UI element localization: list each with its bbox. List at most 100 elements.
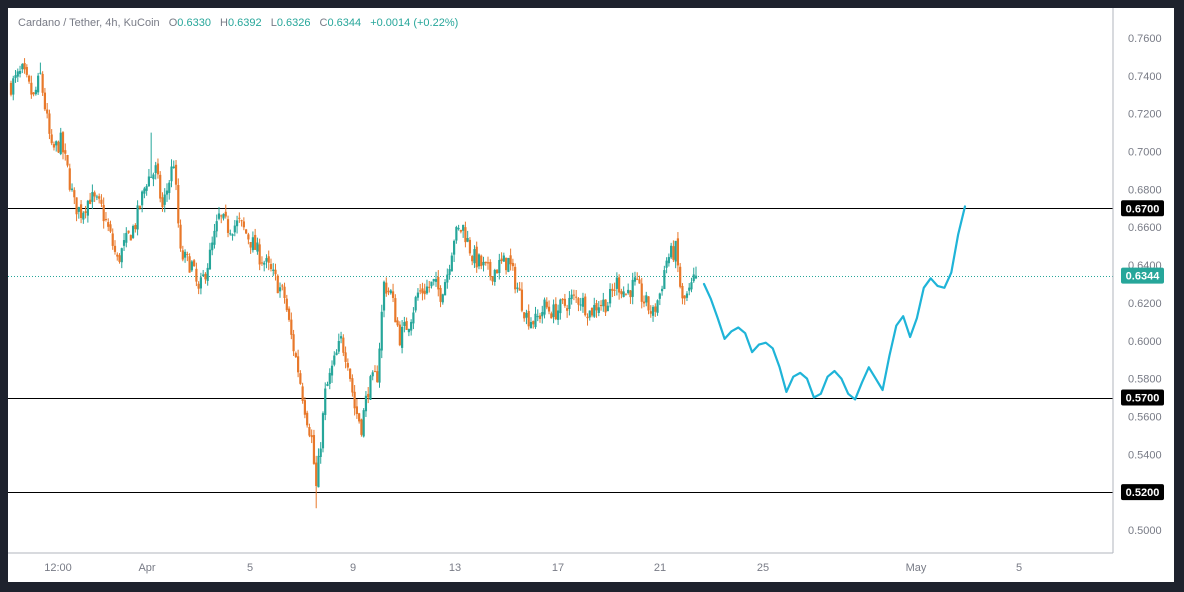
- candle: [183, 249, 187, 263]
- candle: [688, 283, 691, 296]
- candle: [211, 236, 214, 256]
- candle-body: [297, 356, 300, 373]
- candle-body: [52, 144, 56, 148]
- candle: [376, 365, 379, 383]
- candle-body: [70, 188, 74, 190]
- candle: [152, 172, 155, 187]
- candle: [254, 228, 257, 250]
- candle-body: [163, 194, 166, 205]
- candle-body: [394, 298, 397, 323]
- candle-body: [572, 294, 576, 296]
- candle: [321, 411, 325, 453]
- candle: [559, 298, 562, 320]
- candle-body: [660, 288, 664, 292]
- candle-body: [423, 290, 426, 295]
- price-chart[interactable]: 0.76000.74000.72000.70000.68000.66000.64…: [8, 8, 1174, 582]
- candle: [423, 283, 426, 300]
- candle: [514, 263, 517, 294]
- candle: [425, 279, 429, 295]
- candle-body: [301, 386, 304, 401]
- candle-body: [197, 283, 200, 289]
- candle-body: [342, 337, 345, 353]
- candle: [611, 283, 614, 298]
- candle: [116, 252, 119, 261]
- candle-body: [362, 410, 365, 437]
- level-badge-0.6700-bg: [1121, 200, 1164, 217]
- candle-body: [111, 233, 114, 246]
- candle: [572, 289, 576, 301]
- candle-body: [100, 199, 103, 204]
- candle: [532, 320, 535, 329]
- candle-body: [107, 222, 110, 227]
- candle: [498, 253, 501, 280]
- candle-body: [448, 269, 451, 275]
- candle: [170, 159, 173, 188]
- candle: [349, 368, 352, 382]
- candle: [441, 293, 444, 305]
- candle: [482, 256, 485, 272]
- candle: [127, 230, 130, 234]
- candle-body: [685, 293, 689, 298]
- y-tick-label: 0.7600: [1128, 33, 1162, 45]
- candle-body: [525, 312, 528, 318]
- candle: [414, 295, 417, 313]
- candle-body: [245, 229, 248, 234]
- candle-body: [333, 355, 336, 365]
- candle-body: [414, 297, 417, 311]
- candle-body: [290, 319, 293, 335]
- candle: [229, 229, 232, 236]
- candle: [378, 342, 381, 388]
- candle: [604, 299, 607, 316]
- candle-body: [561, 298, 564, 301]
- candle-body: [430, 281, 433, 287]
- candle: [64, 143, 67, 161]
- candle-body: [665, 260, 668, 268]
- candle-body: [471, 256, 474, 262]
- candle: [575, 290, 578, 303]
- candle-body: [190, 261, 193, 271]
- candle-body: [371, 372, 374, 377]
- candle-body: [550, 313, 553, 319]
- candle: [145, 184, 148, 196]
- candle-body: [202, 274, 205, 276]
- x-tick-label: Apr: [138, 562, 155, 574]
- candle-body: [145, 186, 148, 191]
- candle: [507, 257, 510, 273]
- candle-body: [642, 301, 646, 304]
- candle-body: [93, 192, 96, 197]
- candle-body: [674, 240, 677, 262]
- candle: [100, 194, 103, 208]
- candle-body: [615, 277, 618, 289]
- candle: [208, 242, 212, 270]
- candle-body: [48, 113, 51, 134]
- candle-body: [579, 304, 582, 306]
- candle: [324, 382, 327, 421]
- candle-body: [231, 234, 234, 236]
- y-tick-label: 0.5600: [1128, 411, 1162, 423]
- candle-body: [511, 262, 514, 267]
- candle: [391, 283, 395, 303]
- candle-body: [102, 204, 105, 222]
- candle-body: [663, 270, 666, 290]
- candle-body: [104, 218, 108, 220]
- candle-body: [9, 82, 13, 95]
- candle-body: [566, 308, 569, 311]
- candle: [674, 240, 677, 269]
- low-label: L: [270, 17, 277, 29]
- candle: [73, 187, 76, 205]
- candle-body: [50, 134, 53, 144]
- candle: [276, 274, 279, 294]
- candle: [177, 178, 180, 228]
- candle: [48, 109, 51, 140]
- candle-body: [278, 287, 282, 292]
- candle: [430, 281, 433, 289]
- candle-body: [622, 291, 625, 297]
- candle-body: [547, 306, 551, 312]
- symbol-header: Cardano / Tether, 4h, KuCoin O0.6330 H0.…: [18, 17, 458, 29]
- candle-body: [504, 257, 508, 271]
- level-badge-0.5200-text: 0.5200: [1126, 487, 1160, 499]
- candle-body: [595, 303, 598, 311]
- candle-body: [14, 75, 17, 79]
- candle: [360, 418, 363, 437]
- candle-body: [138, 205, 141, 208]
